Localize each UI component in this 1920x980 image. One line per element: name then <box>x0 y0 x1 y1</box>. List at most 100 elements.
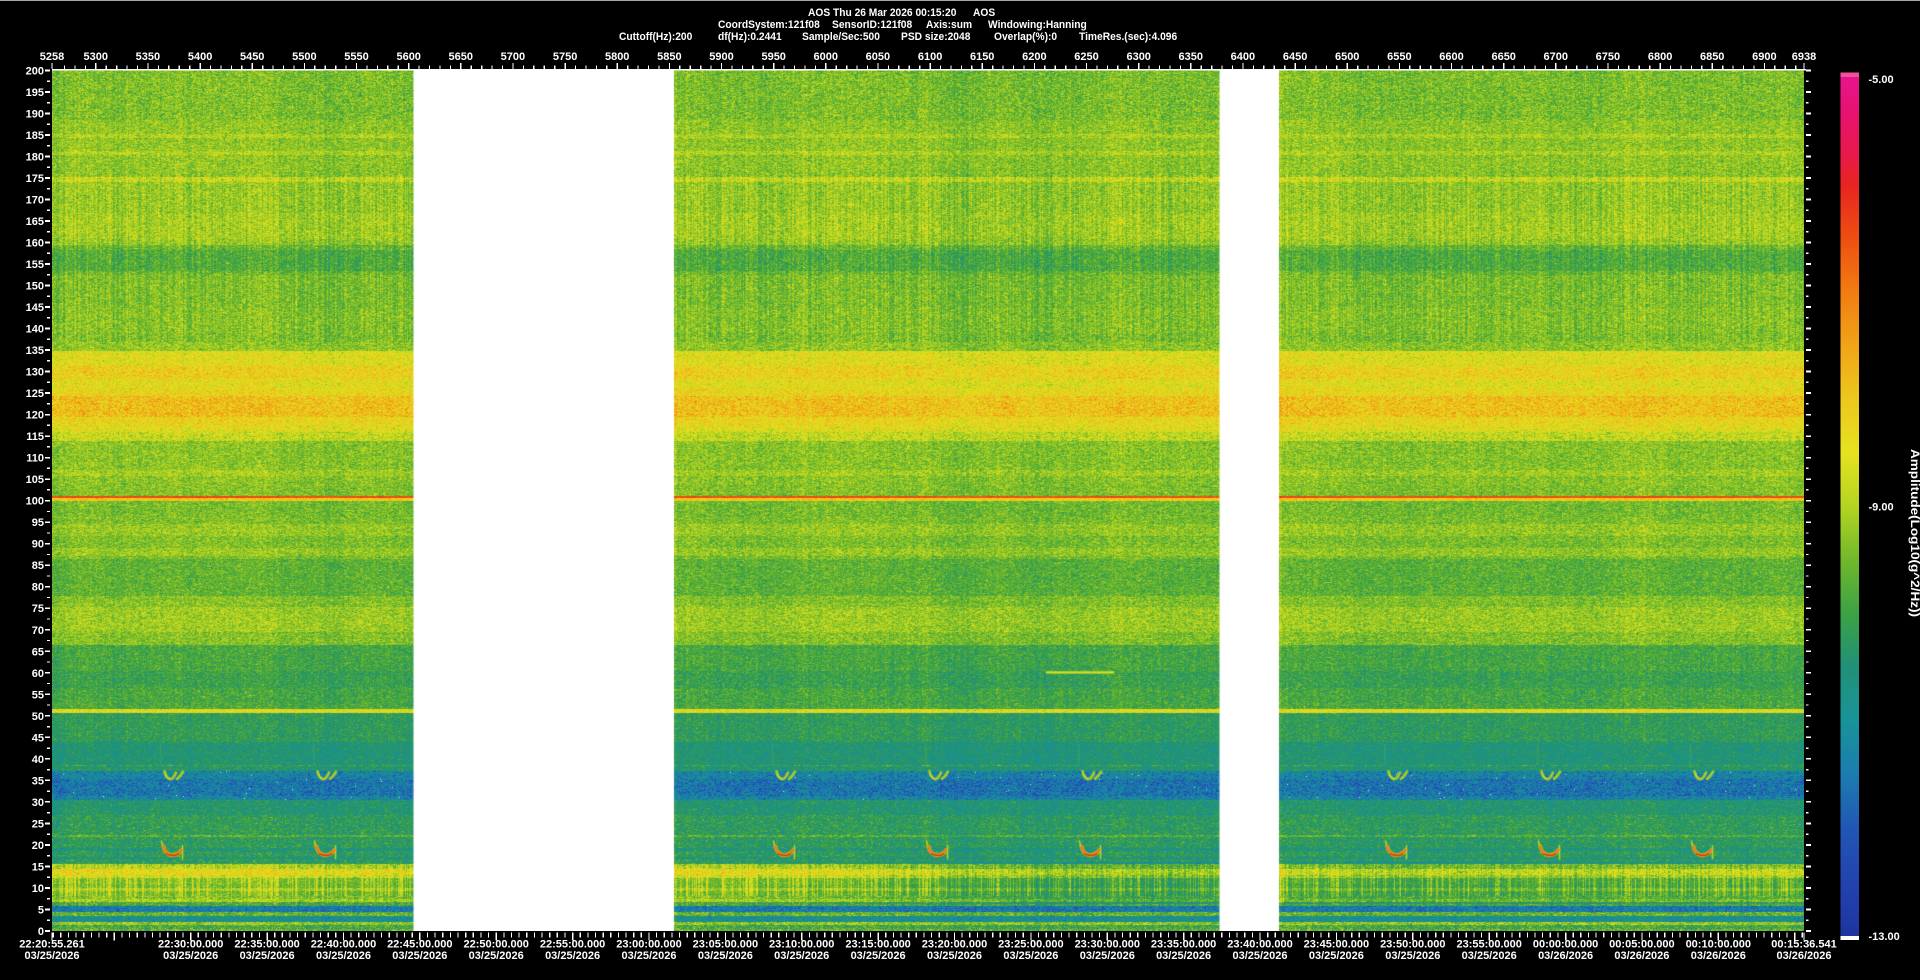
svg-text:165: 165 <box>26 216 44 228</box>
svg-text:03/25/2026: 03/25/2026 <box>1385 950 1440 962</box>
svg-text:03/26/2026: 03/26/2026 <box>1538 950 1593 962</box>
svg-text:130: 130 <box>26 367 44 379</box>
svg-text:5850: 5850 <box>657 51 681 63</box>
svg-text:70: 70 <box>32 625 44 637</box>
svg-text:6450: 6450 <box>1283 51 1307 63</box>
svg-text:6600: 6600 <box>1439 51 1463 63</box>
svg-text:23:30:00.000: 23:30:00.000 <box>1075 939 1140 951</box>
svg-text:03/25/2026: 03/25/2026 <box>545 950 600 962</box>
svg-text:85: 85 <box>32 560 44 572</box>
svg-text:6150: 6150 <box>970 51 994 63</box>
svg-text:22:40:00.000: 22:40:00.000 <box>311 939 376 951</box>
svg-text:185: 185 <box>26 130 44 142</box>
svg-text:6100: 6100 <box>918 51 942 63</box>
svg-text:6550: 6550 <box>1387 51 1411 63</box>
svg-text:6850: 6850 <box>1700 51 1724 63</box>
svg-text:5600: 5600 <box>396 51 420 63</box>
svg-text:110: 110 <box>26 453 44 465</box>
svg-text:140: 140 <box>26 324 44 336</box>
svg-text:23:15:00.000: 23:15:00.000 <box>845 939 910 951</box>
svg-text:6938: 6938 <box>1792 51 1816 63</box>
svg-text:50: 50 <box>32 711 44 723</box>
svg-text:25: 25 <box>32 818 44 830</box>
svg-text:5: 5 <box>38 904 44 916</box>
svg-text:03/25/2026: 03/25/2026 <box>1462 950 1517 962</box>
svg-text:5300: 5300 <box>84 51 108 63</box>
svg-text:6350: 6350 <box>1179 51 1203 63</box>
svg-text:75: 75 <box>32 603 44 615</box>
svg-text:10: 10 <box>32 883 44 895</box>
svg-text:135: 135 <box>26 345 44 357</box>
svg-text:03/25/2026: 03/25/2026 <box>392 950 447 962</box>
svg-text:22:20:55.261: 22:20:55.261 <box>19 939 84 951</box>
svg-text:03/26/2026: 03/26/2026 <box>1691 950 1746 962</box>
svg-text:03/25/2026: 03/25/2026 <box>469 950 524 962</box>
svg-text:Amplitude(Log10(g^2/Hz)): Amplitude(Log10(g^2/Hz)) <box>1908 449 1920 617</box>
svg-text:23:35:00.000: 23:35:00.000 <box>1151 939 1216 951</box>
svg-text:155: 155 <box>26 259 44 271</box>
svg-text:180: 180 <box>26 152 44 164</box>
svg-text:5950: 5950 <box>761 51 785 63</box>
svg-text:03/25/2026: 03/25/2026 <box>1309 950 1364 962</box>
svg-text:6750: 6750 <box>1596 51 1620 63</box>
svg-text:115: 115 <box>26 431 44 443</box>
svg-text:125: 125 <box>26 388 44 400</box>
svg-text:6050: 6050 <box>866 51 890 63</box>
svg-text:5800: 5800 <box>605 51 629 63</box>
svg-text:6300: 6300 <box>1126 51 1150 63</box>
svg-text:5450: 5450 <box>240 51 264 63</box>
svg-text:03/25/2026: 03/25/2026 <box>316 950 371 962</box>
svg-text:6900: 6900 <box>1752 51 1776 63</box>
svg-text:30: 30 <box>32 797 44 809</box>
svg-text:03/25/2026: 03/25/2026 <box>698 950 753 962</box>
svg-text:23:00:00.000: 23:00:00.000 <box>616 939 681 951</box>
svg-text:-5.00: -5.00 <box>1869 74 1894 86</box>
svg-text:03/25/2026: 03/25/2026 <box>163 950 218 962</box>
svg-text:6500: 6500 <box>1335 51 1359 63</box>
svg-text:5400: 5400 <box>188 51 212 63</box>
svg-text:03/25/2026: 03/25/2026 <box>851 950 906 962</box>
svg-text:55: 55 <box>32 689 44 701</box>
svg-text:03/25/2026: 03/25/2026 <box>1080 950 1135 962</box>
svg-text:5750: 5750 <box>553 51 577 63</box>
svg-text:60: 60 <box>32 668 44 680</box>
svg-text:5258: 5258 <box>40 51 64 63</box>
svg-text:03/26/2026: 03/26/2026 <box>1614 950 1669 962</box>
svg-text:03/25/2026: 03/25/2026 <box>1232 950 1287 962</box>
svg-text:5500: 5500 <box>292 51 316 63</box>
svg-text:22:30:00.000: 22:30:00.000 <box>158 939 223 951</box>
svg-text:5350: 5350 <box>136 51 160 63</box>
svg-text:0: 0 <box>38 926 44 938</box>
svg-text:23:25:00.000: 23:25:00.000 <box>998 939 1063 951</box>
svg-text:35: 35 <box>32 775 44 787</box>
svg-text:03/25/2026: 03/25/2026 <box>621 950 676 962</box>
svg-text:175: 175 <box>26 173 44 185</box>
svg-text:03/26/2026: 03/26/2026 <box>1776 950 1831 962</box>
svg-text:190: 190 <box>26 109 44 121</box>
svg-text:6650: 6650 <box>1491 51 1515 63</box>
svg-text:170: 170 <box>26 195 44 207</box>
svg-text:00:10:00.000: 00:10:00.000 <box>1686 939 1751 951</box>
svg-text:100: 100 <box>26 496 44 508</box>
svg-text:145: 145 <box>26 302 44 314</box>
svg-text:03/25/2026: 03/25/2026 <box>927 950 982 962</box>
svg-text:22:35:00.000: 22:35:00.000 <box>234 939 299 951</box>
svg-text:00:05:00.000: 00:05:00.000 <box>1609 939 1674 951</box>
svg-text:23:50:00.000: 23:50:00.000 <box>1380 939 1445 951</box>
svg-text:6000: 6000 <box>814 51 838 63</box>
svg-text:6250: 6250 <box>1074 51 1098 63</box>
svg-text:23:05:00.000: 23:05:00.000 <box>693 939 758 951</box>
svg-text:22:45:00.000: 22:45:00.000 <box>387 939 452 951</box>
svg-text:80: 80 <box>32 582 44 594</box>
svg-text:195: 195 <box>26 87 44 99</box>
svg-text:6400: 6400 <box>1231 51 1255 63</box>
svg-text:03/25/2026: 03/25/2026 <box>774 950 829 962</box>
svg-text:200: 200 <box>26 66 44 78</box>
svg-text:-13.00: -13.00 <box>1869 931 1900 943</box>
svg-text:150: 150 <box>26 281 44 293</box>
svg-text:6800: 6800 <box>1648 51 1672 63</box>
svg-text:03/25/2026: 03/25/2026 <box>240 950 295 962</box>
svg-text:00:00:00.000: 00:00:00.000 <box>1533 939 1598 951</box>
svg-text:03/25/2026: 03/25/2026 <box>24 950 79 962</box>
svg-text:23:10:00.000: 23:10:00.000 <box>769 939 834 951</box>
